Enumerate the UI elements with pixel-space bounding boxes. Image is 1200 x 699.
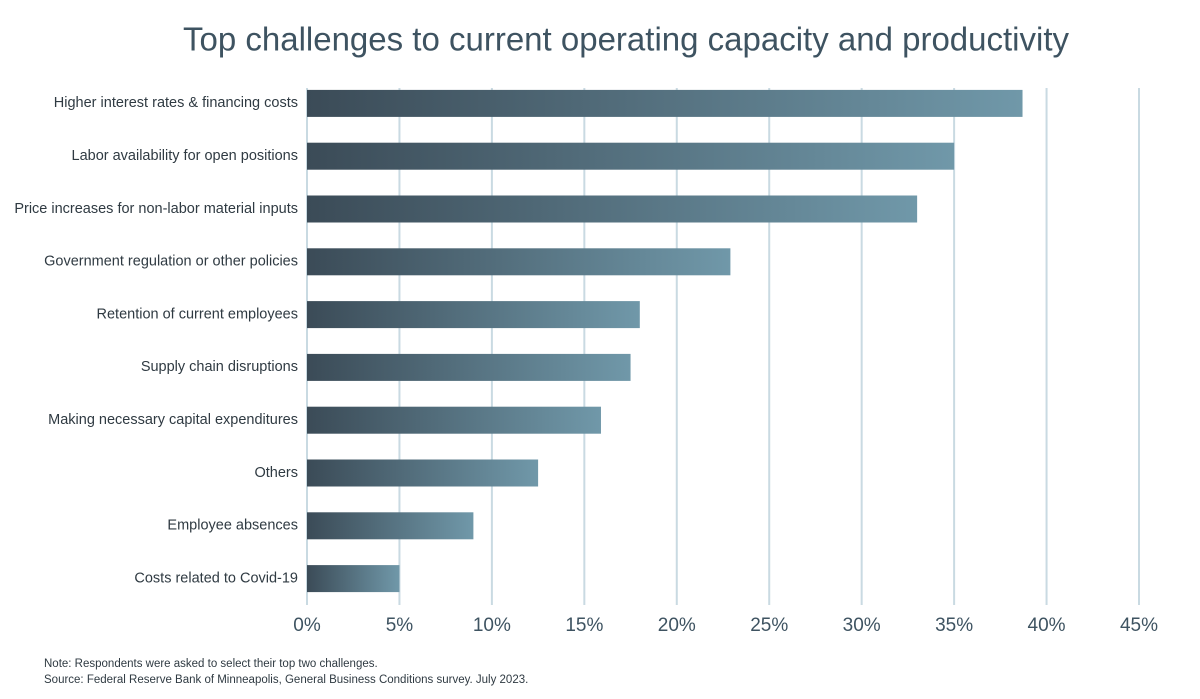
bar [307,406,601,434]
x-tick-label: 0% [293,615,321,636]
x-tick-label: 15% [565,615,603,636]
x-tick-label: 20% [658,615,696,636]
x-tick-label: 35% [935,615,973,636]
bar [307,512,474,540]
x-tick-label: 25% [750,615,788,636]
x-tick-label: 40% [1028,615,1066,636]
source: Source: Federal Reserve Bank of Minneapo… [44,674,528,686]
bar [307,248,731,276]
bar [307,301,640,329]
bar [307,459,539,487]
bar [307,89,1023,117]
x-tick-label: 5% [386,615,414,636]
y-tick-label: Labor availability for open positions [72,148,299,164]
bar [307,195,918,223]
y-tick-label: Costs related to Covid-19 [134,570,298,586]
y-tick-label: Government regulation or other policies [44,254,298,270]
chart-title: Top challenges to current operating capa… [183,21,1070,58]
note: Note: Respondents were asked to select t… [44,658,378,670]
y-tick-label: Others [254,465,298,481]
x-tick-label: 45% [1120,615,1158,636]
y-tick-label: Employee absences [167,518,298,534]
x-tick-label: 10% [473,615,511,636]
y-tick-label: Price increases for non-labor material i… [14,201,298,217]
bar [307,565,400,593]
bar [307,353,631,381]
bar [307,142,955,170]
y-tick-label: Retention of current employees [97,306,299,322]
y-tick-label: Making necessary capital expenditures [48,412,298,428]
y-tick-label: Higher interest rates & financing costs [54,95,298,111]
x-tick-label: 30% [843,615,881,636]
y-tick-label: Supply chain disruptions [141,359,298,375]
